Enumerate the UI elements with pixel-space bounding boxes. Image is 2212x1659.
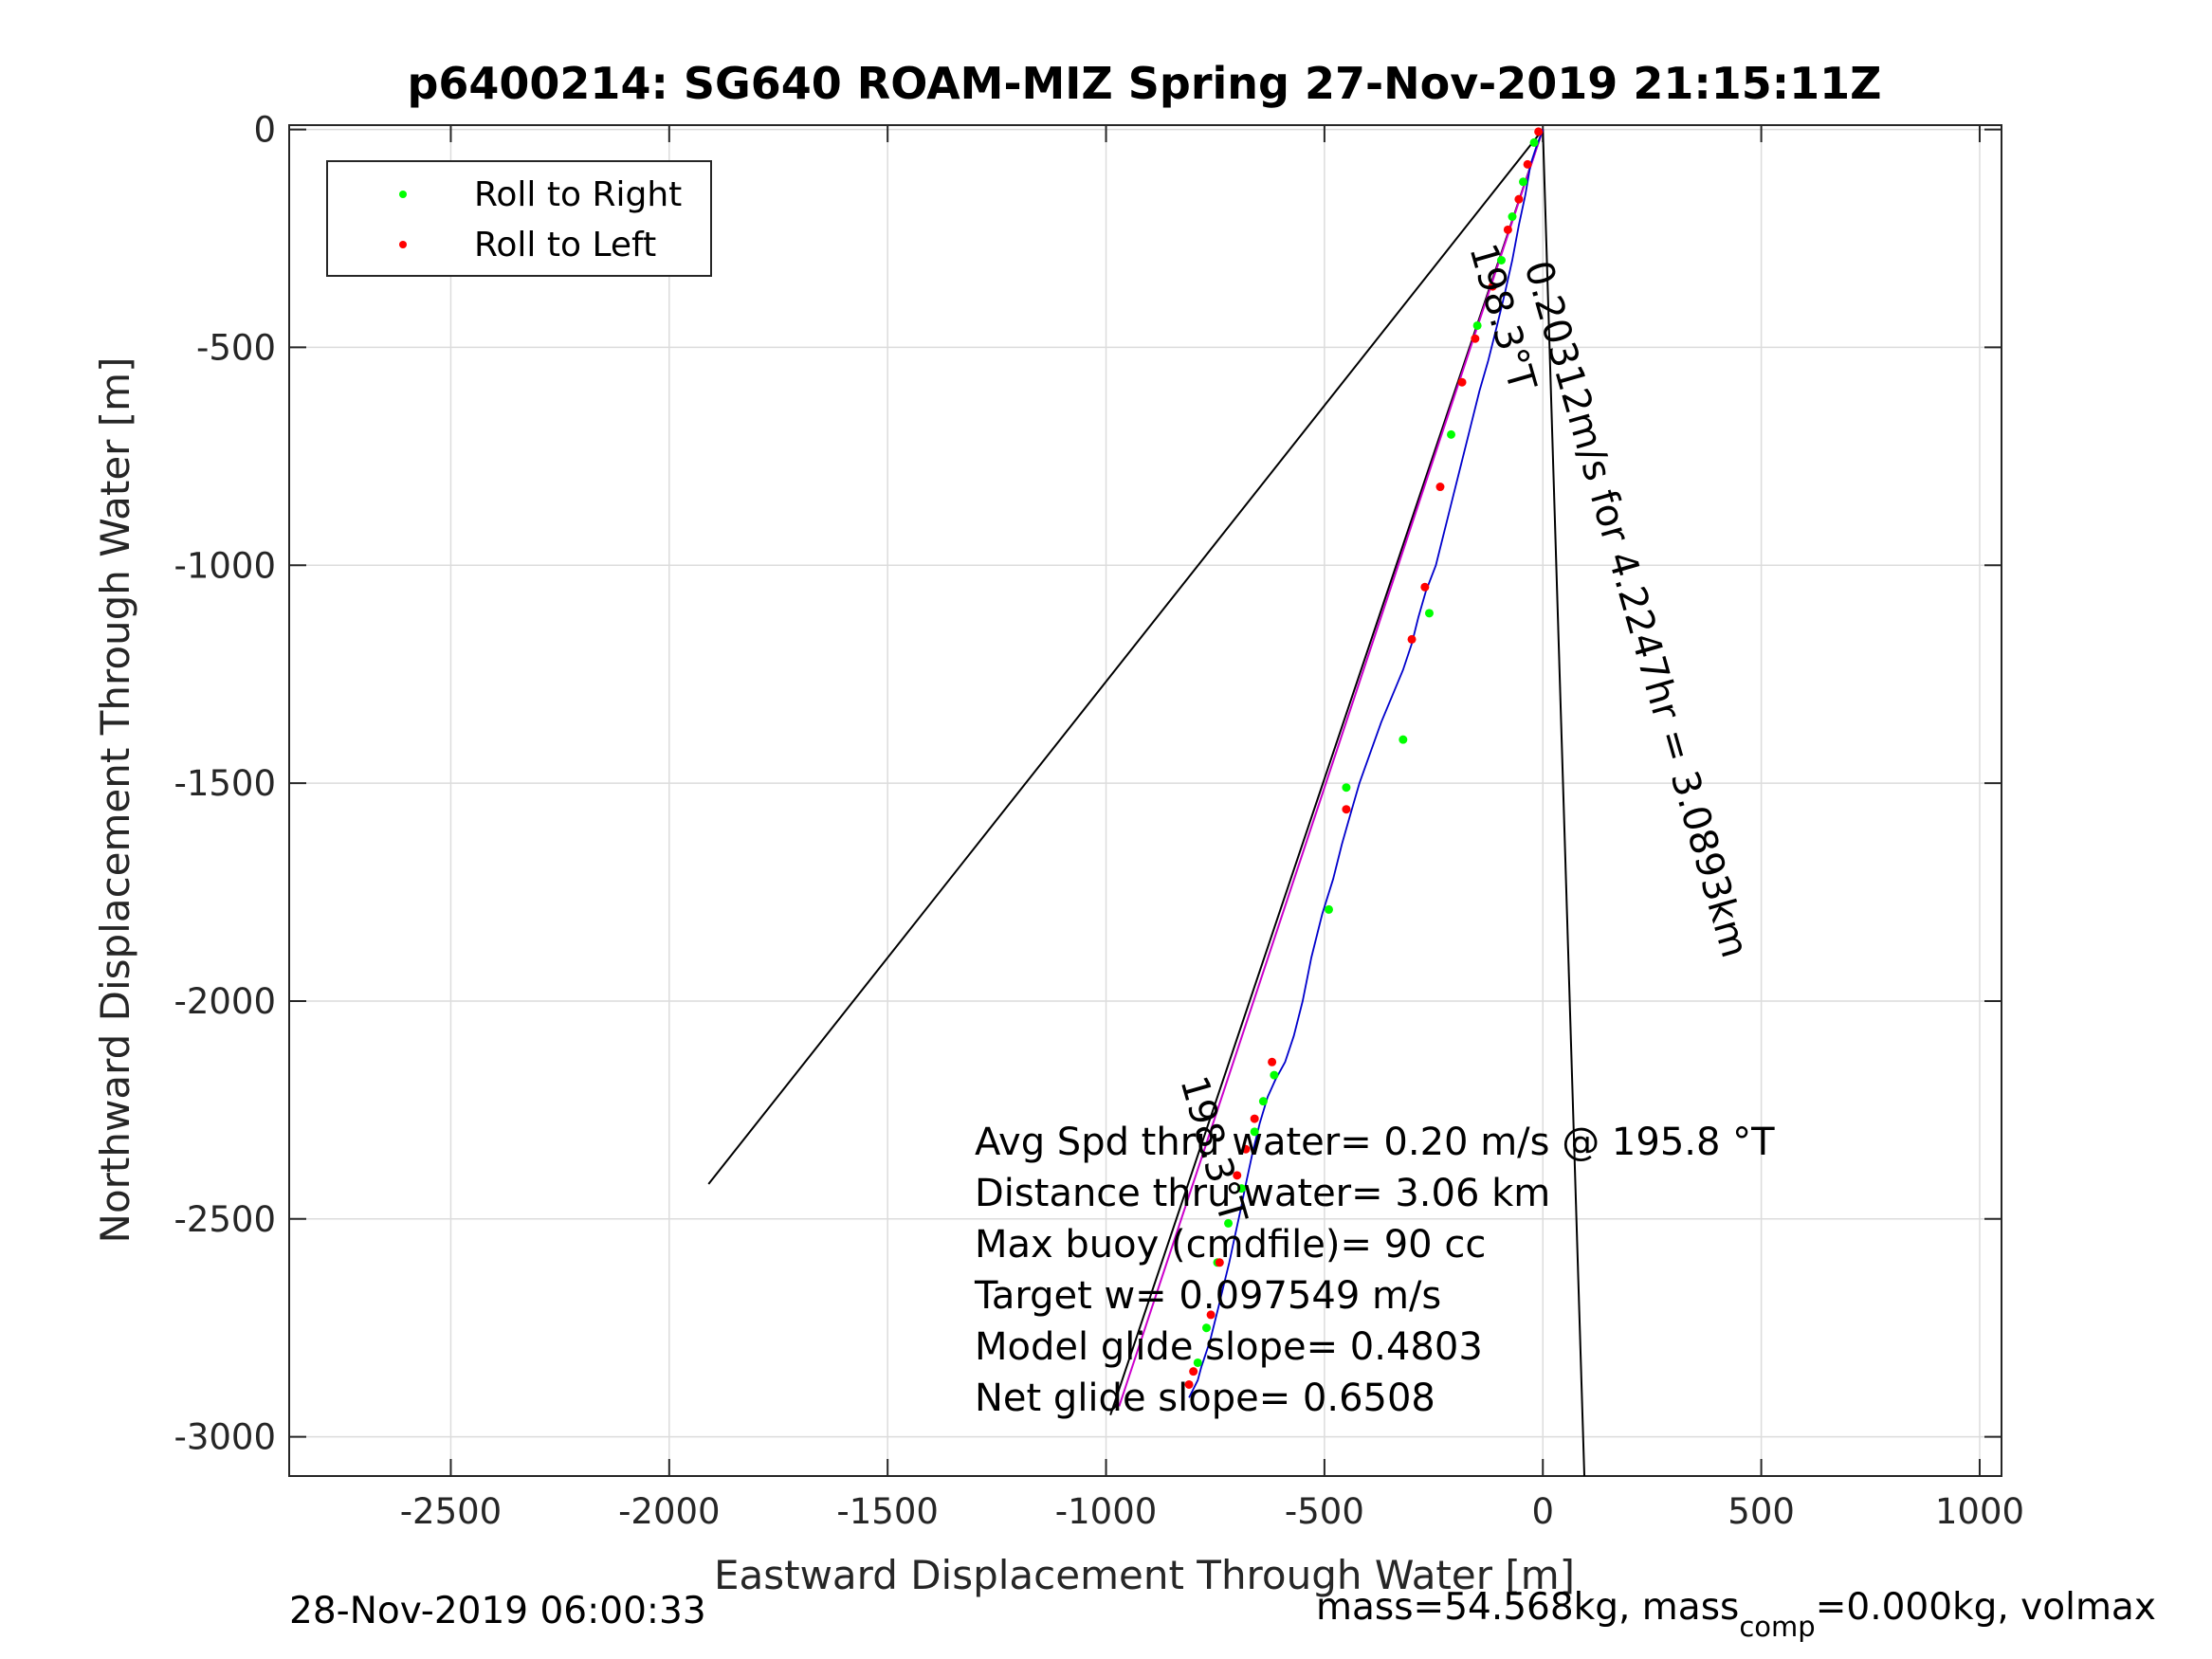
roll-right-point: [1496, 256, 1506, 264]
roll-left-point: [1342, 805, 1351, 814]
roll-left-point: [1250, 1114, 1259, 1123]
roll-left-point: [1435, 483, 1445, 492]
x-tick-label: 0: [1531, 1491, 1554, 1532]
roll-right-point: [1325, 904, 1333, 914]
legend-box: [326, 160, 712, 277]
x-tick-label: -2500: [400, 1491, 503, 1532]
roll-right-point: [1519, 177, 1528, 187]
roll-left-point: [1523, 159, 1532, 169]
roll-right-point: [1472, 320, 1482, 330]
roll-left-point: [1215, 1258, 1224, 1267]
y-tick-label: -3000: [174, 1417, 276, 1458]
y-tick-label: -500: [196, 327, 276, 368]
roll-left-point: [1268, 1057, 1277, 1066]
roll-left-point: [1206, 1310, 1216, 1320]
roll-left-point: [1189, 1367, 1198, 1376]
legend-marker-roll-right: [399, 191, 407, 198]
roll-right-point: [1508, 212, 1517, 222]
roll-left-point: [1503, 225, 1512, 234]
wedge-line-1: [707, 128, 1545, 1185]
y-tick-label: 0: [253, 110, 276, 151]
y-axis-ticks: 0 -500 -1000 -1500 -2000 -2500 -3000: [174, 110, 2002, 1458]
track-line: [1188, 129, 1545, 1398]
footer-mass-subscript: comp: [1739, 1611, 1815, 1643]
roll-left-point: [1514, 194, 1524, 204]
x-axis-label: Eastward Displacement Through Water [m]: [714, 1552, 1575, 1598]
roll-right-point: [1424, 609, 1434, 618]
plot-content: [707, 127, 1586, 1476]
roll-left-point: [1184, 1379, 1194, 1389]
roll-right-point: [1250, 1127, 1259, 1137]
stat-distance: Distance thru water= 3.06 km: [975, 1172, 1550, 1215]
x-tick-label: -500: [1285, 1491, 1364, 1532]
stat-avg-speed: Avg Spd thru water= 0.20 m/s @ 195.8 °T: [975, 1121, 1775, 1164]
heading-line: [1118, 129, 1545, 1407]
roll-right-point: [1447, 429, 1455, 439]
roll-right-point: [1224, 1218, 1234, 1228]
legend-label-roll-left: Roll to Left: [474, 226, 656, 264]
roll-left-point: [1488, 282, 1497, 291]
x-tick-label: 1000: [1935, 1491, 2024, 1532]
y-tick-label: -1000: [174, 545, 276, 586]
roll-left-point: [1457, 377, 1467, 387]
roll-left-point: [1534, 127, 1544, 137]
roll-right-point: [1202, 1323, 1211, 1333]
roll-left-point: [1407, 634, 1417, 644]
y-tick-label: -2000: [174, 981, 276, 1022]
footer-mass-info: mass=54.568kg, masscomp=0.000kg, volmax: [1316, 1586, 2156, 1643]
plot-series: [707, 127, 1586, 1476]
roll-right-point: [1193, 1358, 1202, 1367]
y-tick-label: -1500: [174, 763, 276, 804]
chart-title: p6400214: SG640 ROAM-MIZ Spring 27-Nov-2…: [407, 58, 1881, 109]
roll-left-point: [1471, 334, 1480, 343]
legend-marker-roll-left: [399, 241, 407, 248]
stat-net-glide-slope: Net glide slope= 0.6508: [975, 1376, 1435, 1420]
stats-block: Avg Spd thru water= 0.20 m/s @ 195.8 °T …: [974, 1121, 1775, 1420]
stat-model-glide-slope: Model glide slope= 0.4803: [975, 1325, 1483, 1369]
x-tick-label: -1500: [836, 1491, 939, 1532]
y-tick-label: -2500: [174, 1199, 276, 1240]
footer-mass-prefix: mass=54.568kg, mass: [1316, 1586, 1739, 1629]
roll-right-point: [1529, 137, 1539, 147]
roll-right-point: [1270, 1070, 1279, 1080]
legend: Roll to Right Roll to Left: [326, 160, 712, 277]
roll-right-point: [1342, 783, 1351, 793]
footer-mass-suffix: =0.000kg, volmax: [1816, 1586, 2156, 1629]
roll-left-point: [1420, 582, 1430, 592]
roll-left-point: [1233, 1171, 1242, 1180]
x-tick-label: -2000: [618, 1491, 721, 1532]
grid: [289, 125, 2002, 1476]
wedge-line-2: [1542, 129, 1586, 1476]
roll-left-point: [1241, 1144, 1251, 1154]
stat-target-w: Target w= 0.097549 m/s: [974, 1274, 1441, 1318]
roll-right-point: [1258, 1097, 1268, 1106]
x-axis-ticks: -2500 -2000 -1500 -1000 -500 0 500 1000: [400, 125, 2024, 1532]
y-axis-label: Northward Displacement Through Water [m]: [92, 357, 138, 1244]
roll-right-point: [1236, 1184, 1246, 1194]
x-tick-label: -1000: [1055, 1491, 1158, 1532]
plot-frame: [288, 124, 2002, 1477]
x-tick-label: 500: [1728, 1491, 1795, 1532]
legend-label-roll-right: Roll to Right: [474, 175, 682, 214]
roll-right-point: [1398, 735, 1408, 744]
footer-timestamp: 28-Nov-2019 06:00:33: [289, 1590, 706, 1632]
stat-max-buoy: Max buoy (cmdfile)= 90 cc: [975, 1223, 1486, 1267]
